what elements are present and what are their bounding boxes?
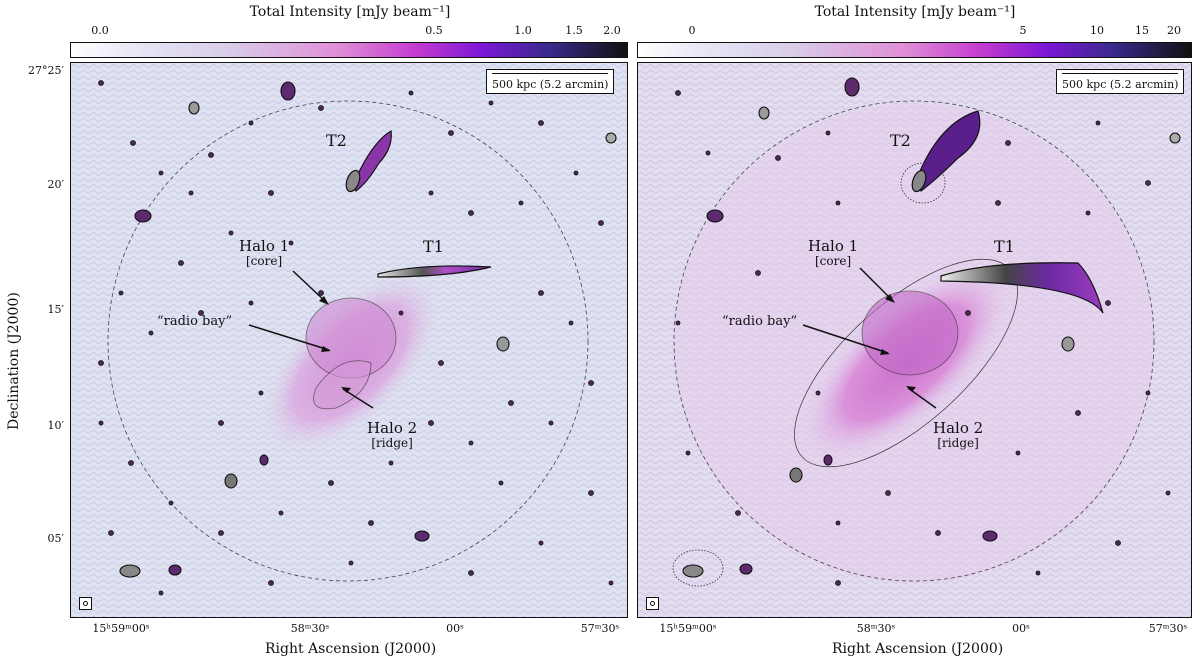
- right-cbar-tick-2: 10: [1090, 24, 1104, 37]
- left-label-radio-bay: “radio bay”: [157, 314, 233, 329]
- left-xtick-0: 15ʰ59ᵐ00ˢ: [92, 622, 150, 635]
- right-label-t2: T2: [890, 131, 911, 150]
- right-xtick-1: 58ᵐ30ˢ: [856, 622, 896, 635]
- left-xtick-3: 57ᵐ30ˢ: [580, 622, 620, 635]
- left-label-halo1: Halo 1 [core]: [239, 237, 290, 268]
- left-label-t1: T1: [423, 237, 444, 256]
- left-cbar-tick-4: 2.0: [603, 24, 621, 37]
- right-beam-icon: [646, 597, 659, 610]
- left-colorbar: [70, 42, 628, 58]
- left-beam-icon: [79, 597, 92, 610]
- left-radio-map: [71, 63, 627, 617]
- y-axis-label: Declination (J2000): [6, 292, 22, 430]
- right-cbar-tick-0: 0: [688, 24, 696, 37]
- right-colorbar: [637, 42, 1192, 58]
- left-label-halo2-main: Halo 2: [367, 419, 418, 437]
- left-xtick-1: 58ᵐ30ˢ: [290, 622, 330, 635]
- right-label-halo1: Halo 1 [core]: [808, 237, 859, 268]
- left-label-halo2-sub: [ridge]: [371, 435, 413, 450]
- left-cbar-tick-1: 0.5: [425, 24, 443, 37]
- left-colorbar-title: Total Intensity [mJy beam⁻¹]: [249, 4, 451, 20]
- left-cbar-tick-2: 1.0: [514, 24, 532, 37]
- right-x-axis-label: Right Ascension (J2000): [832, 641, 1004, 657]
- right-label-halo1-sub: [core]: [815, 253, 852, 268]
- right-radio-image: 500 kpc (5.2 arcmin) T2 T1 Halo 1 [core]…: [637, 62, 1192, 618]
- ytick-20: 20′: [47, 178, 65, 191]
- left-radio-image: 500 kpc (5.2 arcmin) T2 T1 Halo 1 [core]…: [70, 62, 628, 618]
- right-scale-bar: 500 kpc (5.2 arcmin): [1056, 69, 1185, 94]
- right-label-halo2-main: Halo 2: [933, 419, 984, 437]
- right-label-radio-bay: “radio bay”: [722, 314, 798, 329]
- right-xtick-0: 15ʰ59ᵐ00ˢ: [659, 622, 717, 635]
- left-scale-bar: 500 kpc (5.2 arcmin): [486, 69, 615, 94]
- right-radio-map: [638, 63, 1191, 617]
- right-colorbar-title: Total Intensity [mJy beam⁻¹]: [814, 4, 1016, 20]
- right-label-halo1-main: Halo 1: [808, 237, 859, 255]
- right-label-halo2-sub: [ridge]: [937, 435, 979, 450]
- left-cbar-tick-0: 0.0: [91, 24, 109, 37]
- right-cbar-tick-3: 15: [1135, 24, 1149, 37]
- ytick-05: 05′: [47, 532, 65, 545]
- right-label-t1: T1: [994, 237, 1015, 256]
- right-xtick-3: 57ᵐ30ˢ: [1148, 622, 1188, 635]
- right-label-halo2: Halo 2 [ridge]: [933, 419, 984, 450]
- ytick-25: 27°25′: [28, 64, 64, 77]
- left-label-halo1-sub: [core]: [246, 253, 283, 268]
- left-label-t2: T2: [326, 131, 347, 150]
- left-xtick-2: 00ˢ: [446, 622, 464, 635]
- ytick-10: 10′: [47, 419, 65, 432]
- ytick-15: 15′: [47, 303, 65, 316]
- right-xtick-2: 00ˢ: [1012, 622, 1030, 635]
- left-x-axis-label: Right Ascension (J2000): [265, 641, 437, 657]
- left-cbar-tick-3: 1.5: [565, 24, 583, 37]
- left-label-halo2: Halo 2 [ridge]: [367, 419, 418, 450]
- left-label-halo1-main: Halo 1: [239, 237, 290, 255]
- right-cbar-tick-4: 20: [1167, 24, 1181, 37]
- right-cbar-tick-1: 5: [1019, 24, 1027, 37]
